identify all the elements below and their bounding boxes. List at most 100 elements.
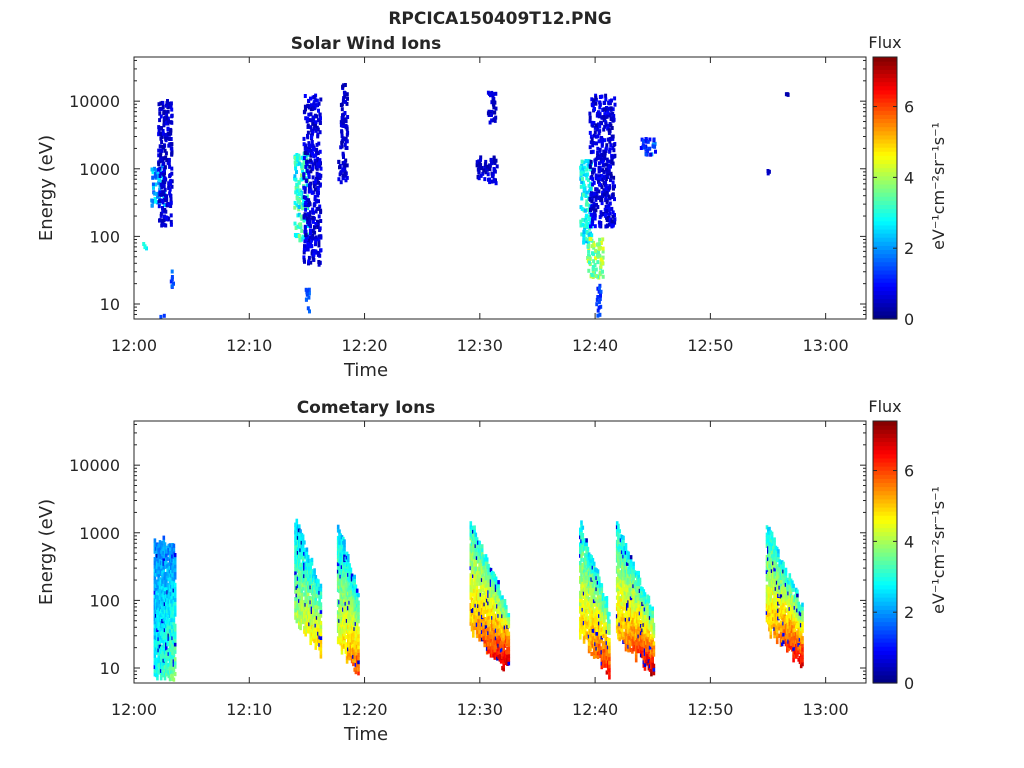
flux-cell bbox=[345, 163, 349, 168]
flux-cell bbox=[168, 602, 172, 607]
flux-cell bbox=[592, 240, 596, 245]
flux-cell bbox=[162, 182, 166, 187]
flux-cell bbox=[608, 671, 611, 676]
flux-cell bbox=[315, 159, 319, 163]
flux-cell bbox=[631, 649, 634, 654]
flux-cell bbox=[628, 583, 632, 588]
flux-cell bbox=[308, 625, 311, 630]
flux-cell bbox=[608, 139, 612, 144]
flux-cell bbox=[354, 651, 358, 656]
flux-cell bbox=[308, 309, 311, 314]
flux-cell bbox=[495, 164, 499, 169]
flux-cell bbox=[311, 143, 315, 148]
flux-cell bbox=[478, 566, 481, 571]
flux-cell bbox=[475, 574, 479, 579]
flux-cell bbox=[310, 251, 314, 256]
flux-cell bbox=[650, 649, 653, 655]
flux-cell bbox=[482, 554, 485, 559]
flux-cell bbox=[597, 113, 601, 118]
flux-cell bbox=[608, 211, 612, 216]
flux-cell bbox=[637, 574, 640, 579]
flux-cell bbox=[478, 630, 481, 635]
flux-cell bbox=[314, 178, 318, 183]
flux-cell bbox=[357, 600, 360, 605]
flux-cell bbox=[647, 599, 651, 604]
flux-cell bbox=[348, 604, 351, 609]
flux-cell bbox=[494, 91, 498, 96]
flux-cell bbox=[598, 124, 602, 129]
flux-cell bbox=[507, 639, 511, 644]
flux-cell bbox=[607, 131, 611, 135]
colorbar-segment bbox=[873, 294, 897, 300]
flux-cell bbox=[643, 666, 647, 671]
flux-cell bbox=[605, 640, 609, 645]
flux-cell bbox=[608, 106, 612, 111]
flux-cell bbox=[492, 118, 496, 123]
flux-cell bbox=[318, 590, 321, 595]
flux-cell bbox=[163, 542, 167, 547]
flux-cell bbox=[622, 584, 625, 589]
flux-cell bbox=[315, 585, 319, 591]
flux-cell bbox=[314, 575, 318, 580]
flux-cell bbox=[314, 597, 318, 602]
flux-cell bbox=[591, 141, 595, 146]
flux-cell bbox=[307, 198, 311, 203]
flux-cell bbox=[173, 612, 177, 617]
flux-cell bbox=[490, 161, 494, 166]
flux-cell bbox=[769, 593, 773, 598]
flux-cell bbox=[312, 249, 316, 254]
flux-cell bbox=[293, 205, 297, 210]
colorbar-tick-label: 6 bbox=[904, 98, 914, 117]
flux-cell bbox=[337, 177, 341, 182]
flux-cell bbox=[169, 137, 173, 141]
flux-cell bbox=[307, 159, 311, 164]
flux-cell bbox=[494, 621, 498, 626]
flux-cell bbox=[317, 199, 320, 204]
flux-cell bbox=[173, 672, 177, 677]
figure-title: RPCICA150409T12.PNG bbox=[388, 9, 611, 29]
flux-cell bbox=[601, 261, 605, 266]
flux-cell bbox=[296, 199, 300, 204]
flux-cell bbox=[617, 583, 620, 588]
flux-cell bbox=[507, 646, 511, 651]
flux-cell bbox=[618, 633, 621, 638]
flux-cell bbox=[478, 589, 481, 594]
y-axis-label: Energy (eV) bbox=[36, 135, 57, 241]
flux-cell bbox=[601, 255, 605, 260]
flux-cell bbox=[609, 174, 613, 179]
flux-cell bbox=[608, 201, 612, 206]
flux-cell bbox=[604, 186, 608, 191]
flux-cell bbox=[587, 260, 591, 265]
flux-cell bbox=[490, 91, 494, 96]
flux-cell bbox=[609, 143, 613, 148]
flux-cell bbox=[348, 619, 351, 624]
flux-cell bbox=[307, 174, 311, 179]
flux-cell bbox=[481, 171, 485, 176]
flux-cell bbox=[310, 244, 314, 249]
flux-cell bbox=[159, 211, 163, 216]
flux-cell bbox=[306, 554, 310, 560]
flux-cell bbox=[299, 192, 303, 196]
flux-cell bbox=[301, 601, 305, 606]
flux-cell bbox=[650, 653, 653, 658]
flux-cell bbox=[345, 175, 349, 180]
flux-cell bbox=[165, 101, 169, 106]
flux-cell bbox=[494, 639, 498, 644]
flux-cell bbox=[507, 657, 511, 662]
flux-cell bbox=[488, 163, 492, 168]
flux-cell bbox=[769, 630, 773, 635]
flux-cell bbox=[343, 163, 347, 168]
flux-cell bbox=[475, 555, 479, 560]
flux-cell bbox=[308, 218, 312, 223]
flux-cell bbox=[298, 202, 302, 206]
flux-cell bbox=[491, 98, 495, 103]
flux-cell bbox=[651, 144, 655, 149]
flux-cell bbox=[647, 595, 651, 600]
flux-cell bbox=[599, 304, 603, 309]
flux-cell bbox=[586, 240, 590, 245]
flux-cell bbox=[170, 107, 174, 112]
flux-cell bbox=[310, 617, 314, 622]
flux-cell bbox=[173, 605, 177, 610]
flux-cell bbox=[350, 618, 354, 623]
